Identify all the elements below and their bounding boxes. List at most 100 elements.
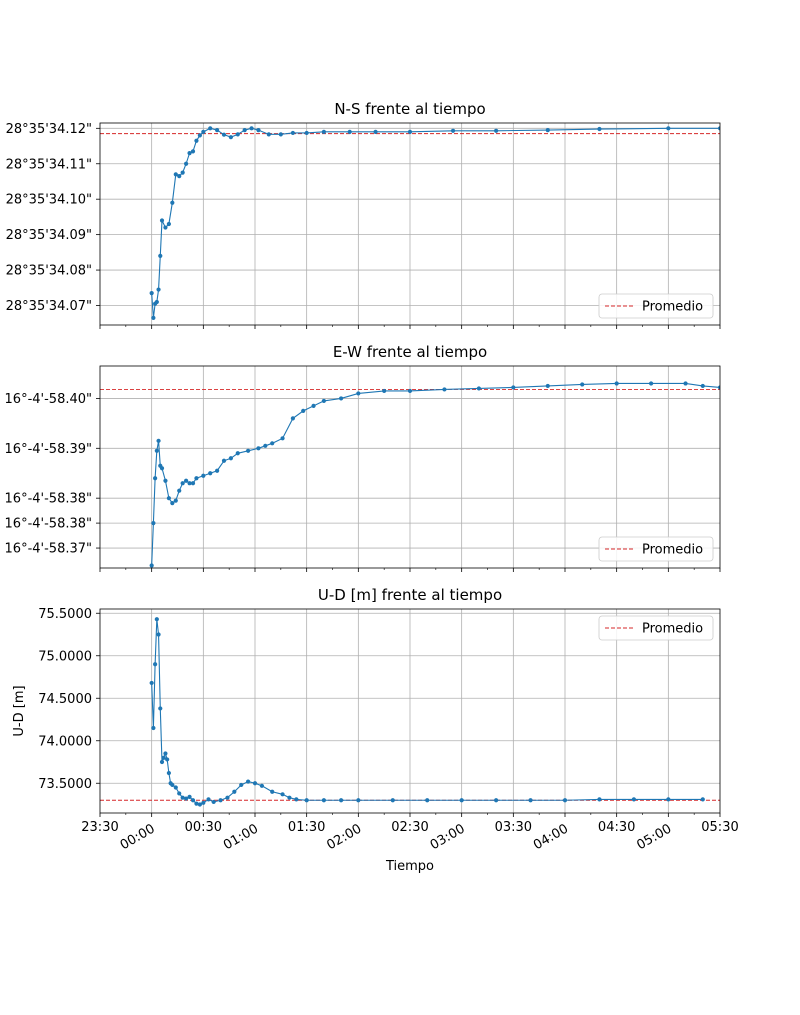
data-point	[159, 759, 165, 765]
data-point	[321, 398, 326, 404]
data-point	[208, 471, 213, 476]
data-point	[494, 128, 499, 133]
y-tick-label: 28°35'34.11"	[6, 157, 92, 172]
y-axis-label: U-D [m]	[12, 685, 27, 736]
x-axis-label: Tiempo	[385, 859, 434, 874]
data-point	[235, 132, 240, 137]
chart-title: U-D [m] frente al tiempo	[318, 586, 502, 604]
data-point	[156, 632, 161, 637]
data-point	[425, 798, 430, 803]
data-point	[190, 798, 196, 803]
x-tick-label: 23:30	[81, 820, 118, 835]
data-point	[683, 381, 688, 386]
data-point	[215, 127, 220, 133]
x-tick-label: 01:00	[221, 821, 261, 853]
x-tick-label: 02:30	[391, 820, 428, 835]
data-point	[163, 225, 168, 230]
data-point	[700, 797, 705, 802]
data-point	[154, 299, 159, 305]
y-tick-label: 73.5000	[38, 777, 92, 792]
data-point	[666, 797, 671, 802]
y-tick-label: 28°35'34.12"	[6, 122, 92, 137]
series-line	[151, 382, 720, 566]
y-tick-label: 28°35'34.09"	[6, 228, 92, 243]
data-point	[173, 172, 178, 177]
legend-label: Promedio	[642, 622, 703, 637]
data-point	[166, 496, 171, 501]
series-line	[151, 127, 720, 318]
data-point	[321, 129, 326, 134]
data-point	[221, 132, 227, 137]
data-point	[170, 200, 175, 205]
legend-box	[598, 536, 714, 562]
y-tick-label: 16°-4'-58.39"	[5, 442, 92, 457]
y-tick-label: 28°35'34.10"	[6, 193, 92, 208]
data-point	[278, 132, 283, 137]
data-point	[154, 617, 159, 622]
data-point	[700, 383, 705, 389]
data-point	[187, 151, 192, 156]
data-point	[614, 381, 619, 386]
data-point	[177, 488, 182, 493]
data-point	[159, 218, 165, 223]
data-point	[177, 174, 182, 179]
data-point	[528, 798, 533, 803]
data-point	[252, 781, 258, 786]
data-point	[373, 129, 378, 134]
data-point	[287, 795, 292, 800]
legend-label: Promedio	[642, 300, 703, 315]
data-point	[187, 794, 192, 799]
data-point	[163, 478, 168, 483]
data-point	[256, 446, 261, 451]
data-point	[290, 416, 295, 421]
data-point	[232, 789, 237, 794]
data-point	[149, 291, 154, 296]
data-point	[153, 662, 158, 667]
data-point	[166, 770, 171, 776]
data-point	[263, 443, 268, 448]
data-point	[194, 801, 199, 806]
data-point	[290, 130, 295, 136]
data-point	[180, 795, 185, 800]
y-tick-label: 28°35'34.07"	[6, 299, 92, 314]
data-point	[173, 498, 178, 503]
data-point	[407, 129, 413, 134]
data-point	[177, 791, 182, 796]
y-tick-label: 75.0000	[38, 649, 92, 664]
y-tick-label: 16°-4'-58.38"	[5, 492, 92, 507]
axes-frame	[99, 365, 721, 569]
data-point	[159, 466, 165, 471]
data-point	[239, 782, 244, 788]
data-point	[511, 385, 516, 390]
chart-title: N-S frente al tiempo	[334, 100, 485, 118]
data-point	[450, 128, 456, 133]
y-tick-label: 75.5000	[38, 607, 92, 622]
data-point	[562, 798, 568, 803]
data-point	[249, 126, 254, 131]
legend: Promedio	[598, 293, 714, 319]
data-point	[151, 725, 156, 731]
data-point	[270, 441, 275, 446]
data-point	[356, 798, 361, 803]
data-point	[301, 408, 306, 413]
data-point	[149, 563, 154, 568]
data-point	[256, 127, 261, 133]
data-point	[225, 795, 230, 800]
axes-frame	[99, 122, 721, 326]
x-tick-label: 04:30	[598, 820, 635, 835]
data-point	[190, 481, 196, 486]
data-point	[153, 476, 158, 481]
x-tick-label: 05:00	[634, 821, 674, 853]
legend-label: Promedio	[642, 543, 703, 558]
data-point	[321, 798, 326, 803]
data-point	[151, 315, 156, 321]
data-point	[190, 149, 196, 154]
legend: Promedio	[598, 615, 714, 641]
data-point	[580, 382, 585, 387]
x-tick-label: 00:00	[118, 821, 158, 853]
chart-title: E-W frente al tiempo	[333, 343, 487, 361]
data-point	[170, 501, 175, 506]
data-point	[166, 221, 171, 227]
data-point	[717, 385, 720, 390]
